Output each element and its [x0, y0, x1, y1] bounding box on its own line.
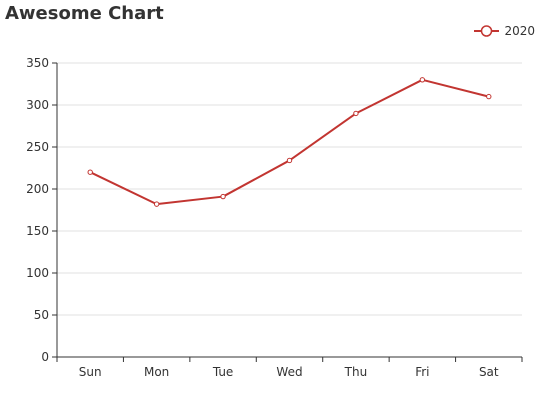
legend-label: 2020 [504, 24, 535, 38]
series-layer [87, 77, 492, 207]
x-tick-label: Sun [79, 365, 102, 379]
x-tick-label: Fri [415, 365, 429, 379]
y-tick-label: 50 [34, 308, 49, 322]
data-point [220, 193, 226, 200]
data-point [286, 157, 293, 164]
data-point [87, 169, 93, 175]
chart-title: Awesome Chart [5, 3, 164, 24]
y-tick-label: 100 [26, 266, 49, 280]
axes: 0 50 100 150 200 250 300 350 Sun Mon Tue Wed Thu Fri S… [26, 56, 523, 379]
data-point [419, 77, 426, 83]
gridlines [57, 62, 522, 316]
data-point [353, 110, 359, 117]
x-tick-label: Wed [276, 365, 302, 379]
x-tick-label: Thu [344, 365, 368, 379]
x-tick-label: Tue [212, 365, 234, 379]
y-tick-label: 200 [26, 182, 49, 196]
y-tick-label: 300 [26, 98, 49, 112]
legend[interactable]: 2020 [474, 22, 535, 40]
y-tick-label: 0 [41, 350, 49, 364]
y-tick-label: 350 [26, 56, 49, 70]
x-tick-label: Mon [144, 365, 169, 379]
y-tick-label: 250 [26, 140, 49, 154]
series-line [89, 78, 490, 206]
data-point [153, 201, 160, 207]
data-point [486, 93, 492, 100]
x-tick-label: Sat [479, 365, 499, 379]
legend-marker-icon [474, 25, 500, 37]
y-tick-label: 150 [26, 224, 49, 238]
